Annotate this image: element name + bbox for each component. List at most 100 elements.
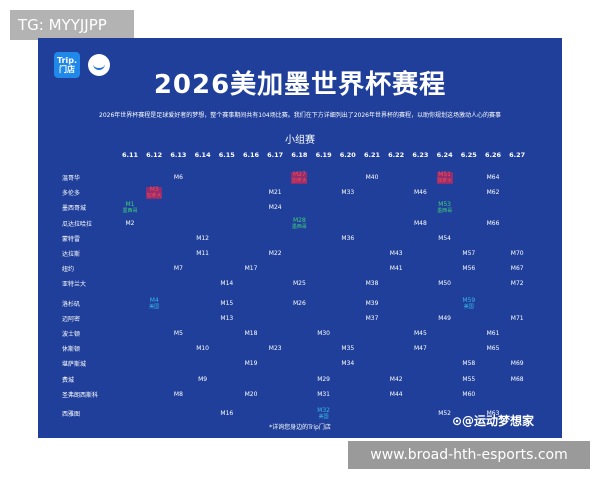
match-label: M38 bbox=[365, 280, 379, 288]
date-header-6-14: 6.14 bbox=[194, 151, 211, 159]
match-label: M40 bbox=[365, 174, 379, 181]
match-label: M35 bbox=[341, 345, 355, 353]
match-label: M28 bbox=[292, 216, 306, 224]
date-header-6-13: 6.13 bbox=[170, 151, 187, 159]
match-m32: M32 美国 bbox=[304, 407, 344, 420]
match-m61: M61 bbox=[473, 330, 513, 337]
match-label: M30 bbox=[317, 330, 330, 337]
host-country-label: 墨西哥 bbox=[291, 223, 307, 230]
footer-url-label: www.broad-hth-esports.com bbox=[348, 441, 590, 469]
match-m43: M43 bbox=[376, 250, 416, 257]
city-label: 瓜达拉哈拉 bbox=[62, 220, 93, 228]
match-m39: M39 bbox=[352, 300, 392, 307]
match-label: M56 bbox=[462, 265, 476, 273]
match-m48: M48 bbox=[400, 220, 440, 227]
match-m4: M4 美国 bbox=[134, 297, 174, 310]
match-label: M24 bbox=[268, 204, 282, 212]
date-header-6-19: 6.19 bbox=[315, 151, 332, 159]
match-label: M37 bbox=[365, 314, 379, 322]
match-label: M59 bbox=[462, 296, 476, 304]
match-label: M54 bbox=[438, 234, 451, 242]
match-m62: M62 bbox=[473, 189, 513, 196]
match-m60: M60 bbox=[449, 391, 489, 398]
match-label: M2 bbox=[125, 219, 135, 227]
match-m33: M33 bbox=[328, 189, 368, 196]
match-m30: M30 bbox=[304, 330, 344, 337]
match-m41: M41 bbox=[376, 265, 416, 272]
host-highlight bbox=[436, 172, 453, 184]
date-header-6-20: 6.20 bbox=[339, 151, 356, 159]
match-m28: M28 墨西哥 bbox=[279, 217, 319, 230]
match-m14: M14 bbox=[207, 280, 247, 287]
city-label: 蒙特雷 bbox=[62, 235, 81, 243]
city-label: 纽约 bbox=[62, 266, 75, 274]
match-m15: M15 bbox=[207, 300, 247, 307]
match-label: M69 bbox=[510, 360, 524, 368]
match-label: M41 bbox=[389, 265, 403, 273]
host-country-label: 美国 bbox=[318, 414, 329, 420]
match-label: M45 bbox=[413, 330, 427, 337]
match-m65: M65 bbox=[473, 345, 513, 352]
city-label: 亚特兰大 bbox=[62, 281, 87, 289]
city-label: 迈阿密 bbox=[62, 315, 81, 323]
match-label: M39 bbox=[365, 299, 379, 307]
match-m44: M44 bbox=[376, 391, 416, 398]
match-m64: M64 bbox=[473, 174, 513, 181]
match-label: M51 bbox=[438, 171, 451, 178]
match-m19: M19 bbox=[231, 360, 271, 367]
match-label: M15 bbox=[220, 299, 234, 307]
match-label: M9 bbox=[198, 375, 208, 383]
host-country-label: 美国 bbox=[149, 303, 160, 310]
date-header-6-24: 6.24 bbox=[436, 151, 453, 159]
match-m50: M50 bbox=[425, 280, 465, 287]
match-m13: M13 bbox=[207, 315, 247, 322]
watermark: ⊙@运动梦想家 bbox=[452, 414, 535, 428]
match-m53: M53 墨西哥 bbox=[425, 201, 465, 214]
schedule-poster: Trip. 门店 2026美加墨世界杯赛程 2026年世界杯赛程是足球爱好者的梦… bbox=[38, 38, 562, 438]
match-m18: M18 bbox=[231, 330, 271, 337]
match-label: M70 bbox=[510, 250, 524, 257]
match-m34: M34 bbox=[328, 360, 368, 367]
match-m37: M37 bbox=[352, 315, 392, 322]
match-m16: M16 bbox=[207, 410, 247, 417]
trip-logo: Trip. 门店 bbox=[54, 52, 80, 78]
match-m58: M58 bbox=[449, 360, 489, 367]
poster-intro: 2026年世界杯赛程是足球爱好者的梦想，整个赛事期间共有104场比赛。我们在下方… bbox=[99, 112, 501, 119]
smile-logo-icon bbox=[88, 54, 110, 76]
date-header-6-23: 6.23 bbox=[412, 151, 429, 159]
poster-title: 2026美加墨世界杯赛程 bbox=[153, 70, 447, 100]
match-m67: M67 bbox=[497, 265, 537, 272]
match-label: M43 bbox=[389, 250, 403, 257]
match-m40: M40 bbox=[352, 174, 392, 181]
city-label: 多伦多 bbox=[62, 190, 81, 198]
match-m1: M1 墨西哥 bbox=[110, 201, 150, 214]
match-label: M3 bbox=[149, 186, 159, 194]
city-label: 达拉斯 bbox=[62, 251, 81, 258]
match-label: M61 bbox=[486, 330, 500, 337]
match-label: M68 bbox=[510, 375, 524, 383]
date-header-6-26: 6.26 bbox=[484, 151, 502, 159]
match-label: M27 bbox=[292, 171, 306, 178]
match-m20: M20 bbox=[231, 391, 271, 398]
match-m9: M9 bbox=[183, 376, 223, 383]
match-label: M6 bbox=[173, 174, 183, 181]
match-m24: M24 bbox=[255, 204, 295, 211]
city-label: 圣弗朗西斯科 bbox=[62, 391, 99, 399]
city-label: 洛杉矶 bbox=[62, 300, 81, 308]
match-label: M26 bbox=[292, 299, 306, 307]
match-m36: M36 bbox=[328, 235, 368, 242]
match-m5: M5 bbox=[158, 330, 198, 337]
match-label: M42 bbox=[389, 375, 403, 383]
date-header-6-18: 6.18 bbox=[291, 151, 308, 159]
match-label: M29 bbox=[317, 375, 330, 383]
top-left-tag: TG: MYYJJPP bbox=[10, 10, 134, 40]
match-label: M44 bbox=[389, 390, 403, 398]
match-label: M16 bbox=[220, 410, 234, 417]
match-label: M18 bbox=[244, 330, 258, 337]
match-m7: M7 bbox=[158, 265, 198, 272]
match-m10: M10 bbox=[183, 345, 223, 352]
match-label: M64 bbox=[486, 174, 500, 181]
match-label: M32 bbox=[317, 407, 330, 414]
city-label: 休斯顿 bbox=[62, 346, 81, 354]
host-country-label: 加拿大 bbox=[146, 193, 162, 200]
